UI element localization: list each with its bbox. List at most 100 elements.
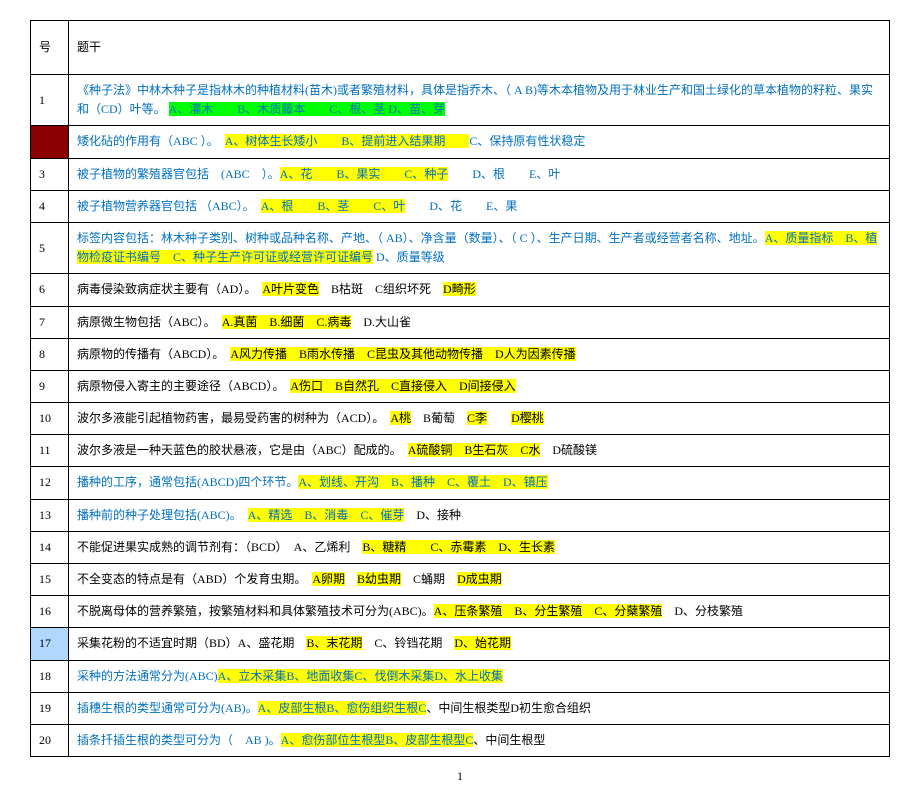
text-seg: A、立木采集B、地面收集C、伐倒木采集D、水上收集	[218, 669, 503, 683]
row-stem: 病原物的传播有（ABCD）。 A风力传播 B雨水传播 C昆虫及其他动物传播 D人…	[69, 338, 890, 370]
text-seg: A硫酸铜 B生石灰 C水	[408, 443, 541, 457]
text-seg: C李	[467, 411, 487, 425]
row-num: 1	[31, 75, 69, 126]
text-seg: A伤口 B自然孔 C直接侵入 D间接侵入	[290, 379, 515, 393]
text-seg: 病原微生物包括（ABC）。	[77, 315, 222, 329]
row-num: 20	[31, 724, 69, 756]
row-num: 16	[31, 596, 69, 628]
text-seg: A、皮部生根B、愈伤组织生根C	[258, 701, 427, 715]
row-stem: 被子植物营养器官包括 （ABC）。 A、根 B、茎 C、叶 D、花 E、果	[69, 190, 890, 222]
text-seg: D、始花期	[454, 636, 511, 650]
row-stem: 不能促进果实成熟的调节剂有：（BCD） A、乙烯利 B、糖精 C、赤霉素 D、生…	[69, 531, 890, 563]
text-seg: B幼虫期	[357, 572, 401, 586]
row-stem: 标签内容包括：林木种子类别、树种或品种名称、产地、（ AB）、净含量（数量）、（…	[69, 222, 890, 273]
text-seg: A叶片变色	[262, 282, 319, 296]
text-seg: D、花 E、果	[405, 199, 517, 213]
text-seg: A、愈伤部位生根型B、皮部生根型C	[281, 733, 474, 747]
text-seg: 病原物侵入寄主的主要途径（ABCD）。	[77, 379, 290, 393]
text-seg: 播种前的种子处理包括(ABC)。	[77, 508, 248, 522]
text-seg: A、灌木 B、木质藤本 C、根、茎 D、苗、芽	[169, 102, 445, 116]
row-stem: 播种前的种子处理包括(ABC)。 A、精选 B、消毒 C、催芽 D、接种	[69, 499, 890, 531]
row-num	[31, 126, 69, 158]
text-seg: 不能促进果实成熟的调节剂有：（BCD） A、乙烯利	[77, 540, 362, 554]
text-seg: D、根 E、叶	[448, 167, 560, 181]
row-num: 15	[31, 564, 69, 596]
row-num: 9	[31, 370, 69, 402]
row-stem: 不全变态的特点是有（ABD）个发育虫期。 A卵期 B幼虫期 C蛹期 D成虫期	[69, 564, 890, 596]
text-seg: 播种的工序，通常包括(ABCD)四个环节。	[77, 475, 298, 489]
text-seg: A.真菌 B.细菌 C.病毒	[222, 315, 352, 329]
text-seg: B、提前进入结果期	[329, 134, 469, 148]
text-seg: 矮化砧的作用有（ABC ）。	[77, 134, 225, 148]
row-num: 18	[31, 660, 69, 692]
text-seg: A桃	[390, 411, 411, 425]
text-seg: 采种的方法通常分为(ABC)	[77, 669, 218, 683]
text-seg: B枯斑 C组织坏死	[319, 282, 443, 296]
text-seg: C、铃铛花期	[362, 636, 454, 650]
text-seg: A风力传播 B雨水传播 C昆虫及其他动物传播 D人为因素传播	[230, 347, 575, 361]
text-seg: D、分枝繁殖	[662, 604, 743, 618]
text-seg: A、压条繁殖 B、分生繁殖 C、分蘖繁殖	[434, 604, 663, 618]
text-seg: 插条扦插生根的类型可分为（ AB )。	[77, 733, 281, 747]
text-seg: 、中间生根型	[473, 733, 545, 747]
row-num: 7	[31, 306, 69, 338]
header-stem: 题干	[69, 21, 890, 75]
row-stem: 不脱离母体的营养繁殖，按繁殖材料和具体繁殖技术可分为(ABC)。A、压条繁殖 B…	[69, 596, 890, 628]
text-seg: A、精选 B、消毒 C、催芽	[248, 508, 405, 522]
text-seg: D、接种	[404, 508, 461, 522]
text-seg: 不脱离母体的营养繁殖，按繁殖材料和具体繁殖技术可分为(ABC)。	[77, 604, 434, 618]
row-stem: 波尔多液能引起植物药害，最易受药害的树种为（ACD）。 A桃 B葡萄 C李 D樱…	[69, 403, 890, 435]
text-seg: 、中间生根类型D初生愈合组织	[426, 701, 591, 715]
row-num: 5	[31, 222, 69, 273]
text-seg: D.大山雀	[351, 315, 411, 329]
row-stem: 矮化砧的作用有（ABC ）。 A、树体生长矮小 B、提前进入结果期 C、保持原有…	[69, 126, 890, 158]
text-seg: 被子植物营养器官包括 （ABC）。	[77, 199, 261, 213]
row-stem: 播种的工序，通常包括(ABCD)四个环节。A、划线、开沟 B、播种 C、覆土 D…	[69, 467, 890, 499]
text-seg: B、糖精 C、赤霉素 D、生长素	[362, 540, 555, 554]
text-seg: 病原物的传播有（ABCD）。	[77, 347, 230, 361]
row-num: 6	[31, 274, 69, 306]
text-seg: B、末花期	[306, 636, 362, 650]
row-num: 14	[31, 531, 69, 563]
text-seg: B葡萄	[411, 411, 467, 425]
text-seg: 采集花粉的不适宜时期（BD）A、盛花期	[77, 636, 306, 650]
row-num: 19	[31, 692, 69, 724]
row-stem: 《种子法》中林木种子是指林木的种植材料(苗木)或者繁殖材料，具体是指乔木、（ A…	[69, 75, 890, 126]
text-seg: A、树体生长矮小	[225, 134, 330, 148]
text-seg: A、花 B、果实 C、种子	[280, 167, 449, 181]
text-seg: A、划线、开沟 B、播种 C、覆土 D、镇压	[298, 475, 547, 489]
page-number: 1	[30, 769, 890, 784]
text-seg: 插穗生根的类型通常可分为(AB)。	[77, 701, 258, 715]
text-seg: A、根 B、茎 C、叶	[261, 199, 406, 213]
row-num: 12	[31, 467, 69, 499]
text-seg: D樱桃	[511, 411, 544, 425]
row-stem: 病原物侵入寄主的主要途径（ABCD）。 A伤口 B自然孔 C直接侵入 D间接侵入	[69, 370, 890, 402]
text-seg: 被子植物的繁殖器官包括 (ABC ）。	[77, 167, 280, 181]
question-table: 号题干1《种子法》中林木种子是指林木的种植材料(苗木)或者繁殖材料，具体是指乔木…	[30, 20, 890, 757]
text-seg: D、质量等级	[373, 250, 445, 264]
row-stem: 插穗生根的类型通常可分为(AB)。A、皮部生根B、愈伤组织生根C、中间生根类型D…	[69, 692, 890, 724]
row-num: 17	[31, 628, 69, 660]
row-stem: 插条扦插生根的类型可分为（ AB )。A、愈伤部位生根型B、皮部生根型C、中间生…	[69, 724, 890, 756]
row-num: 3	[31, 158, 69, 190]
text-seg: 波尔多液能引起植物药害，最易受药害的树种为（ACD）。	[77, 411, 390, 425]
row-num: 13	[31, 499, 69, 531]
text-seg: A卵期	[312, 572, 345, 586]
row-stem: 病毒侵染致病症状主要有（AD）。 A叶片变色 B枯斑 C组织坏死 D畸形	[69, 274, 890, 306]
text-seg: C、保持原有性状稳定	[469, 134, 585, 148]
row-stem: 病原微生物包括（ABC）。 A.真菌 B.细菌 C.病毒 D.大山雀	[69, 306, 890, 338]
text-seg: 不全变态的特点是有（ABD）个发育虫期。	[77, 572, 312, 586]
text-seg: 病毒侵染致病症状主要有（AD）。	[77, 282, 262, 296]
text-seg: D硫酸镁	[540, 443, 597, 457]
row-num: 4	[31, 190, 69, 222]
header-num: 号	[31, 21, 69, 75]
text-seg	[487, 411, 511, 425]
row-stem: 被子植物的繁殖器官包括 (ABC ）。A、花 B、果实 C、种子 D、根 E、叶	[69, 158, 890, 190]
row-num: 10	[31, 403, 69, 435]
row-stem: 采集花粉的不适宜时期（BD）A、盛花期 B、末花期 C、铃铛花期 D、始花期	[69, 628, 890, 660]
text-seg: 标签内容包括：林木种子类别、树种或品种名称、产地、（ AB）、净含量（数量）、（…	[77, 231, 765, 245]
text-seg	[345, 572, 357, 586]
text-seg: C蛹期	[401, 572, 457, 586]
row-num: 8	[31, 338, 69, 370]
text-seg: D畸形	[443, 282, 476, 296]
